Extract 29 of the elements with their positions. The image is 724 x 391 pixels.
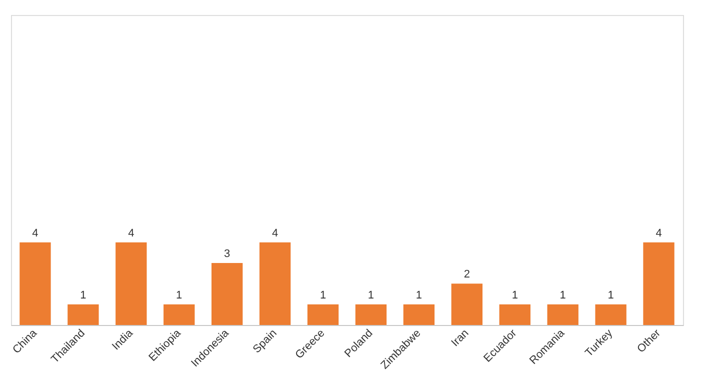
bar	[643, 242, 674, 325]
data-label: 4	[32, 227, 38, 240]
bar	[403, 304, 435, 325]
bar	[211, 263, 243, 325]
data-label: 1	[512, 289, 518, 302]
bar	[68, 304, 99, 325]
bar	[259, 242, 291, 325]
data-label: 1	[608, 289, 614, 302]
bar	[547, 304, 578, 325]
bar	[20, 242, 51, 325]
bar	[451, 284, 483, 325]
data-label: 1	[176, 289, 182, 302]
data-label: 1	[320, 289, 326, 302]
data-label: 4	[128, 227, 134, 240]
x-tick-label: Iran	[449, 327, 472, 350]
bar	[307, 304, 339, 325]
data-label: 1	[416, 289, 422, 302]
data-label: 2	[464, 268, 470, 281]
data-label: 1	[368, 289, 374, 302]
bar	[595, 304, 626, 325]
bar	[355, 304, 387, 325]
bar	[116, 242, 147, 325]
bar	[499, 304, 530, 325]
data-label: 4	[656, 227, 662, 240]
data-label: 3	[224, 248, 230, 260]
data-label: 4	[272, 227, 278, 240]
data-label: 1	[560, 289, 566, 302]
bar	[164, 304, 195, 325]
data-label: 1	[80, 289, 86, 302]
